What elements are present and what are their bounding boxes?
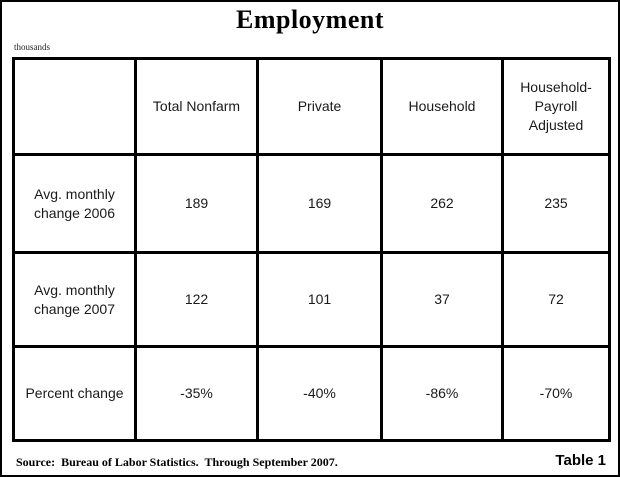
table-header-row: Total Nonfarm Private Household Househol… (12, 57, 611, 156)
cell-2007-private: 101 (256, 251, 383, 348)
cell-2006-private: 169 (256, 153, 383, 254)
cell-2006-household: 262 (380, 153, 504, 254)
cell-2007-total-nonfarm: 122 (134, 251, 259, 348)
page-title: Employment (236, 5, 384, 34)
table-header-household-payroll-adjusted: Household-Payroll Adjusted (501, 57, 611, 156)
row-label-percent-change: Percent change (12, 345, 137, 442)
table-header-total-nonfarm: Total Nonfarm (134, 57, 259, 156)
cell-percent-total-nonfarm: -35% (134, 345, 259, 442)
table-header-corner-cell (12, 57, 137, 156)
cell-percent-household-payroll-adjusted: -70% (501, 345, 611, 442)
employment-table: Total Nonfarm Private Household Househol… (12, 57, 611, 442)
cell-2006-total-nonfarm: 189 (134, 153, 259, 254)
cell-2007-household: 37 (380, 251, 504, 348)
table-row-2006: Avg. monthly change 2006 189 169 262 235 (12, 153, 611, 254)
table-row-2007: Avg. monthly change 2007 122 101 37 72 (12, 251, 611, 348)
table-number: Table 1 (555, 452, 606, 469)
row-label-2007: Avg. monthly change 2007 (12, 251, 137, 348)
row-label-2006: Avg. monthly change 2006 (12, 153, 137, 254)
table-header-household: Household (380, 57, 504, 156)
cell-percent-private: -40% (256, 345, 383, 442)
source-note: Source: Bureau of Labor Statistics. Thro… (16, 455, 338, 469)
table-header-private: Private (256, 57, 383, 156)
cell-percent-household: -86% (380, 345, 504, 442)
table-row-percent-change: Percent change -35% -40% -86% -70% (12, 345, 611, 442)
cell-2007-household-payroll-adjusted: 72 (501, 251, 611, 348)
cell-2006-household-payroll-adjusted: 235 (501, 153, 611, 254)
units-label: thousands (14, 42, 50, 52)
